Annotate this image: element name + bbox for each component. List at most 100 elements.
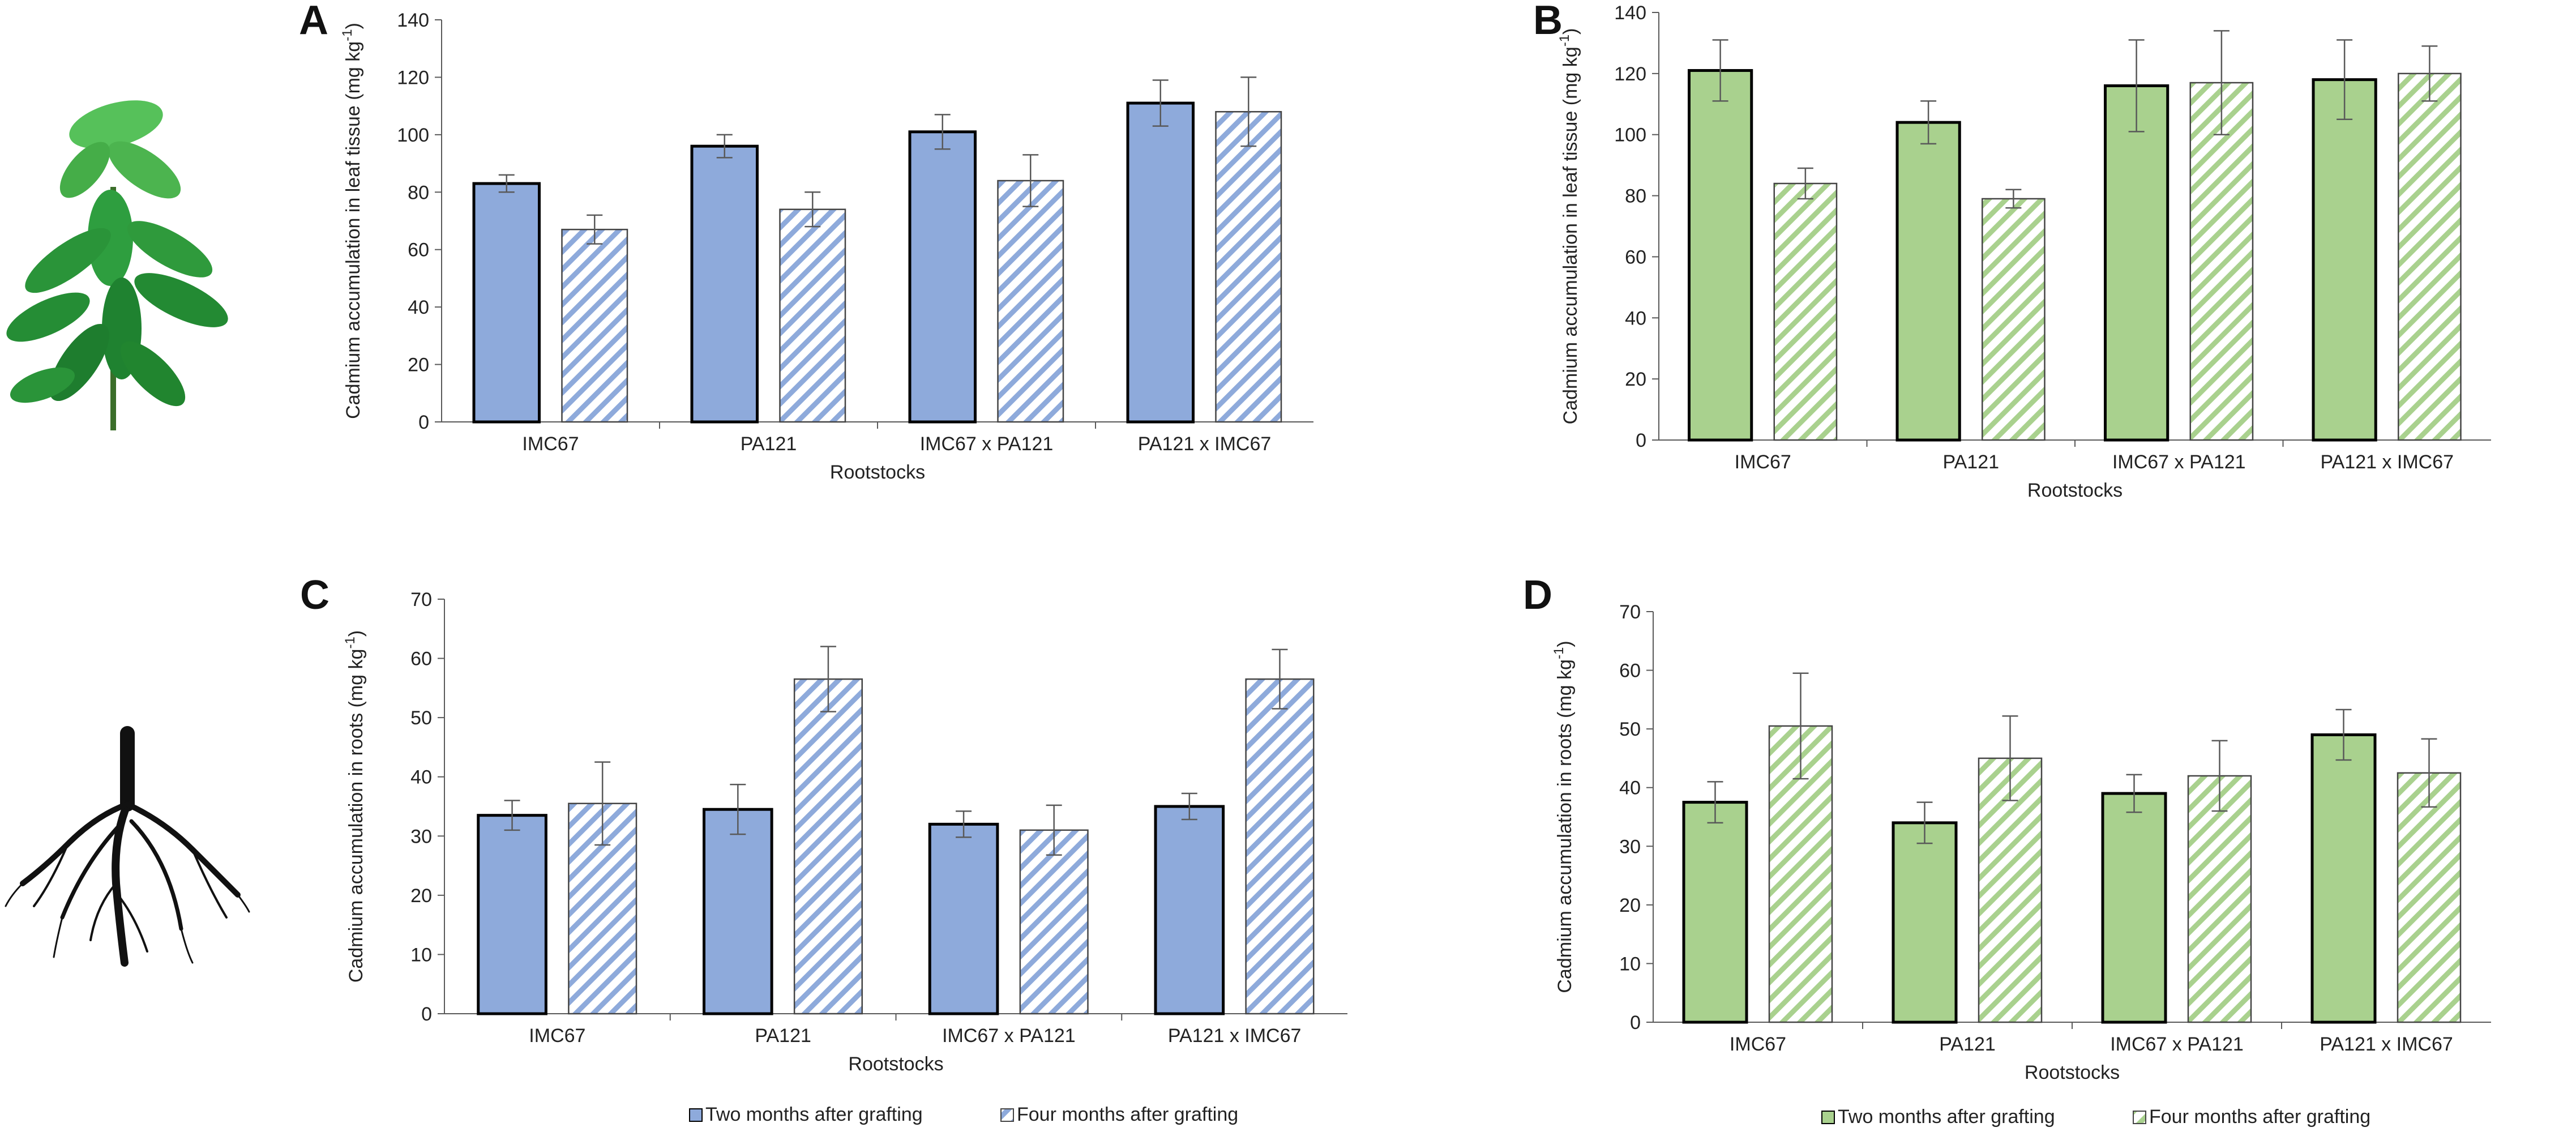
bar-four-months (1768, 725, 1833, 1023)
legend-swatch-four-months (2133, 1111, 2146, 1124)
bar-two-months (477, 814, 547, 1015)
bar-two-months (908, 130, 977, 424)
x-tick-label: IMC67 x PA121 (2112, 451, 2246, 473)
legend-blue: Two months after grafting Four months af… (689, 1104, 1238, 1125)
bar-four-months (1245, 678, 1315, 1015)
bar-four-months (1019, 829, 1089, 1015)
x-axis-label: Rootstocks (2025, 1062, 2120, 1083)
y-tick-label: 70 (410, 589, 432, 610)
root-system-icon (5, 726, 250, 967)
bar-four-months (1773, 182, 1838, 441)
x-tick-label: PA121 (741, 433, 797, 455)
bar-two-months (1154, 805, 1225, 1015)
y-tick-label: 60 (410, 648, 432, 670)
bar-two-months (1126, 101, 1195, 424)
y-tick-label: 50 (1619, 719, 1641, 740)
x-tick-label: IMC67 (529, 1025, 585, 1047)
y-axis-label: Cadmium accumulation in roots (mg kg-1) (343, 630, 367, 983)
y-tick-label: 20 (408, 355, 429, 376)
panel-label: A (299, 0, 328, 43)
y-tick-label: 10 (1619, 953, 1641, 975)
x-tick-label: IMC67 x PA121 (942, 1025, 1076, 1047)
panel-b-chart: B 0 20 40 60 80 100 120 140 Cadmium accumulation … (1533, 0, 2491, 501)
bar-four-months (779, 208, 846, 423)
x-tick-label: IMC67 x PA121 (920, 433, 1054, 455)
x-tick-label: IMC67 (1735, 451, 1791, 473)
bar-four-months (2397, 772, 2462, 1023)
x-tick-label: PA121 x IMC67 (2320, 451, 2454, 473)
bar-two-months (1892, 821, 1958, 1024)
x-tick-label: PA121 x IMC67 (1138, 433, 1272, 455)
panel-label: C (300, 573, 330, 618)
y-tick-label: 60 (1625, 246, 1646, 268)
y-tick-label: 30 (1619, 836, 1641, 857)
y-tick-label: 30 (410, 826, 432, 847)
y-tick-label: 40 (1619, 778, 1641, 799)
y-tick-label: 0 (418, 412, 429, 433)
y-tick-label: 40 (1625, 308, 1646, 329)
legend-swatch-two-months (689, 1108, 703, 1122)
bar-two-months (690, 144, 759, 424)
panel-label: B (1533, 0, 1563, 43)
panel-label: D (1523, 573, 1552, 618)
bar-four-months (1982, 198, 2046, 441)
y-tick-label: 100 (1614, 125, 1646, 146)
legend-label-four-months: Four months after grafting (1017, 1104, 1238, 1125)
bar-two-months (1682, 801, 1748, 1024)
y-tick-label: 80 (1625, 186, 1646, 207)
x-tick-label: IMC67 x PA121 (2110, 1034, 2244, 1055)
legend-green: Two months after grafting Four months af… (1821, 1106, 2370, 1128)
x-axis-label: Rootstocks (848, 1053, 943, 1075)
cacao-seedling-icon (6, 100, 228, 430)
bar-four-months (2189, 82, 2254, 441)
bar-two-months (2104, 84, 2170, 442)
legend-label-two-months: Two months after grafting (705, 1104, 923, 1125)
y-tick-label: 0 (421, 1004, 432, 1025)
bar-two-months (928, 822, 999, 1015)
x-tick-label: PA121 x IMC67 (2320, 1034, 2453, 1055)
bar-four-months (561, 228, 628, 423)
panel-a-chart: A 0 20 40 60 80 100 120 140 Cadmium accumulation … (299, 0, 1313, 483)
bar-two-months (1895, 121, 1961, 442)
x-tick-label: PA121 (1942, 451, 1999, 473)
y-tick-label: 140 (1614, 2, 1646, 24)
bar-two-months (703, 808, 773, 1015)
bar-four-months (1215, 111, 1282, 423)
bar-two-months (2101, 792, 2167, 1024)
bar-four-months (2398, 72, 2462, 441)
x-tick-label: IMC67 (522, 433, 579, 455)
y-tick-label: 70 (1619, 601, 1641, 623)
bar-four-months (793, 678, 863, 1015)
legend-swatch-two-months (1821, 1111, 1835, 1124)
y-tick-label: 10 (410, 944, 432, 966)
y-axis-label: Cadmium accumulation in roots (mg kg-1) (1551, 641, 1576, 993)
y-tick-label: 50 (410, 707, 432, 729)
panel-d-chart: D 0 10 20 30 40 50 60 70 Cadmium accumulation in … (1523, 573, 2491, 1083)
y-tick-label: 100 (397, 125, 429, 146)
y-axis-label: Cadmium accumulation in leaf tissue (mg … (340, 23, 364, 419)
y-tick-label: 80 (408, 182, 429, 203)
x-tick-label: PA121 x IMC67 (1168, 1025, 1302, 1047)
bar-two-months (472, 182, 541, 424)
y-tick-label: 0 (1636, 430, 1646, 451)
x-tick-label: IMC67 (1730, 1034, 1786, 1055)
x-tick-label: PA121 (1939, 1034, 1996, 1055)
panel-c-chart: C 0 10 20 30 40 50 60 70 Cadmium accumulation in … (300, 573, 1347, 1075)
y-tick-label: 0 (1630, 1012, 1641, 1034)
x-axis-label: Rootstocks (830, 462, 925, 483)
bar-two-months (2310, 733, 2377, 1024)
y-tick-label: 140 (397, 10, 429, 31)
bar-four-months (2187, 775, 2252, 1023)
y-tick-label: 20 (1625, 369, 1646, 390)
y-tick-label: 40 (410, 767, 432, 788)
y-axis-label: Cadmium accumulation in leaf tissue (mg … (1557, 28, 1581, 425)
y-tick-label: 120 (397, 67, 429, 88)
y-tick-label: 120 (1614, 63, 1646, 85)
bar-four-months (997, 180, 1064, 423)
y-tick-label: 60 (408, 240, 429, 261)
y-tick-label: 60 (1619, 660, 1641, 682)
y-tick-label: 40 (408, 297, 429, 318)
x-axis-label: Rootstocks (2027, 480, 2123, 501)
bar-two-months (1688, 69, 1753, 442)
